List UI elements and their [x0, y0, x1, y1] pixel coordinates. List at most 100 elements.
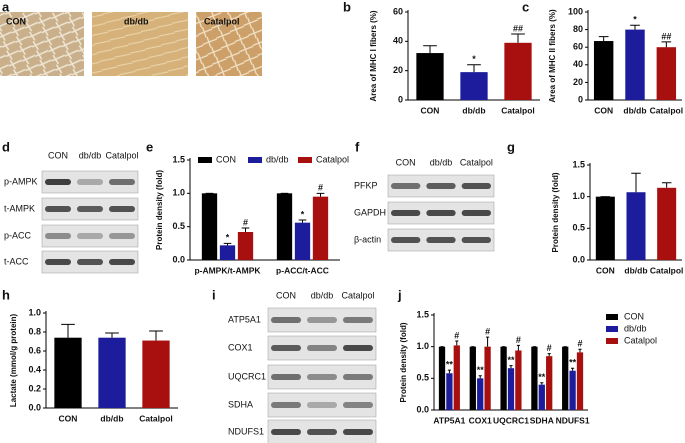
bar	[504, 42, 532, 100]
y-tick-label: 0.6	[28, 345, 41, 355]
panel-letter: b	[343, 0, 351, 14]
blot-band	[426, 183, 456, 189]
y-tick-label: 40	[573, 59, 583, 69]
blot-band	[45, 259, 71, 265]
x-tick-label: UQCRC1	[493, 415, 529, 425]
annotation: #	[516, 335, 521, 345]
blot-band	[109, 206, 135, 212]
bar	[416, 53, 444, 100]
legend-label: Catalpol	[624, 335, 657, 345]
x-tick-label: CON	[59, 413, 78, 423]
blot-band	[109, 259, 135, 265]
blot-band	[45, 179, 71, 185]
y-tick-label: 1.0	[172, 188, 185, 198]
y-tick-label: 0.0	[28, 402, 41, 412]
bar	[576, 352, 584, 410]
y-tick-label: 0	[398, 94, 403, 104]
bar	[276, 193, 293, 260]
lane-label: Catalpol	[341, 290, 374, 300]
x-tick-label: p-ACC/t-ACC	[276, 265, 329, 275]
blot-band	[77, 233, 103, 239]
error-bar	[105, 332, 119, 338]
y-tick-label: 0.0	[572, 254, 585, 264]
bar	[98, 337, 126, 408]
bar	[593, 41, 614, 100]
error-bar	[511, 33, 525, 43]
blot-band	[109, 179, 135, 185]
blot-band	[77, 259, 103, 265]
bar	[625, 29, 645, 101]
x-tick-label: Catalpol	[139, 413, 173, 423]
annotation: **	[446, 359, 454, 369]
blot-band	[45, 206, 71, 212]
row-label: GAPDH	[354, 207, 386, 217]
y-tick-label: 0.8	[28, 326, 41, 336]
lane-label: db/db	[311, 290, 334, 300]
annotation: #	[318, 183, 323, 193]
error-bar	[540, 382, 544, 385]
bar	[538, 384, 545, 410]
bar	[312, 196, 329, 260]
micrograph-label: CON	[6, 16, 26, 26]
annotation: **	[507, 355, 515, 365]
annotation: ##	[661, 31, 671, 41]
panel-letter: i	[212, 287, 216, 302]
x-tick-label: p-AMPK/t-AMPK	[194, 265, 261, 275]
x-tick-label: ATP5A1	[433, 415, 465, 425]
x-tick-label: CON	[596, 265, 615, 275]
y-tick-label: 0.5	[572, 223, 585, 233]
y-tick-label: 0.0	[416, 404, 429, 414]
y-tick-label: 1.0	[28, 307, 41, 317]
row-label: ATP5A1	[228, 314, 261, 324]
bar	[237, 232, 254, 260]
panel-letter: f	[355, 139, 360, 154]
annotation: **	[538, 372, 546, 382]
micrograph	[92, 12, 188, 76]
bar	[484, 346, 491, 410]
legend-label: db/db	[266, 154, 289, 164]
blot-strip	[41, 224, 139, 248]
row-label: β-actin	[354, 234, 381, 244]
y-tick-label: 0.5	[172, 221, 185, 231]
legend-swatch	[298, 157, 312, 163]
blot-band	[343, 429, 373, 435]
row-label: SDHA	[228, 399, 253, 409]
y-tick-label: 100	[568, 6, 583, 16]
blot-band	[307, 402, 337, 408]
panel-letter: d	[2, 139, 10, 154]
error-bar	[547, 353, 551, 357]
x-tick-label: SDHA	[530, 415, 554, 425]
y-tick-label: 1.5	[416, 309, 429, 319]
row-label: COX1	[228, 342, 253, 352]
y-tick-label: 1.0	[416, 341, 429, 351]
x-tick-label: CON	[421, 105, 440, 115]
x-tick-label: Catalpol	[650, 265, 684, 275]
error-bar	[631, 172, 641, 193]
y-tick-label: 1.5	[572, 159, 585, 169]
bar	[531, 346, 538, 410]
blot-band	[271, 429, 301, 435]
bar	[546, 356, 553, 410]
annotation: **	[477, 365, 485, 375]
x-tick-label: db/db	[462, 105, 485, 115]
y-tick-label: 20	[393, 65, 403, 75]
bar	[54, 337, 82, 408]
annotation: *	[472, 54, 476, 64]
bar	[500, 346, 507, 410]
error-bar	[61, 323, 75, 338]
error-bar	[149, 330, 163, 341]
panel-letter: g	[507, 139, 515, 154]
bar	[469, 346, 476, 410]
blot-band	[461, 183, 491, 189]
legend-swatch	[606, 338, 618, 344]
row-label: t-ACC	[4, 256, 29, 266]
annotation: *	[226, 233, 230, 243]
blot-band	[271, 317, 301, 323]
blot-band	[307, 345, 337, 351]
bar	[507, 368, 515, 410]
legend-label: db/db	[624, 323, 647, 333]
blot-strip	[41, 170, 139, 194]
error-bar	[447, 369, 451, 374]
error-bar	[661, 41, 672, 48]
